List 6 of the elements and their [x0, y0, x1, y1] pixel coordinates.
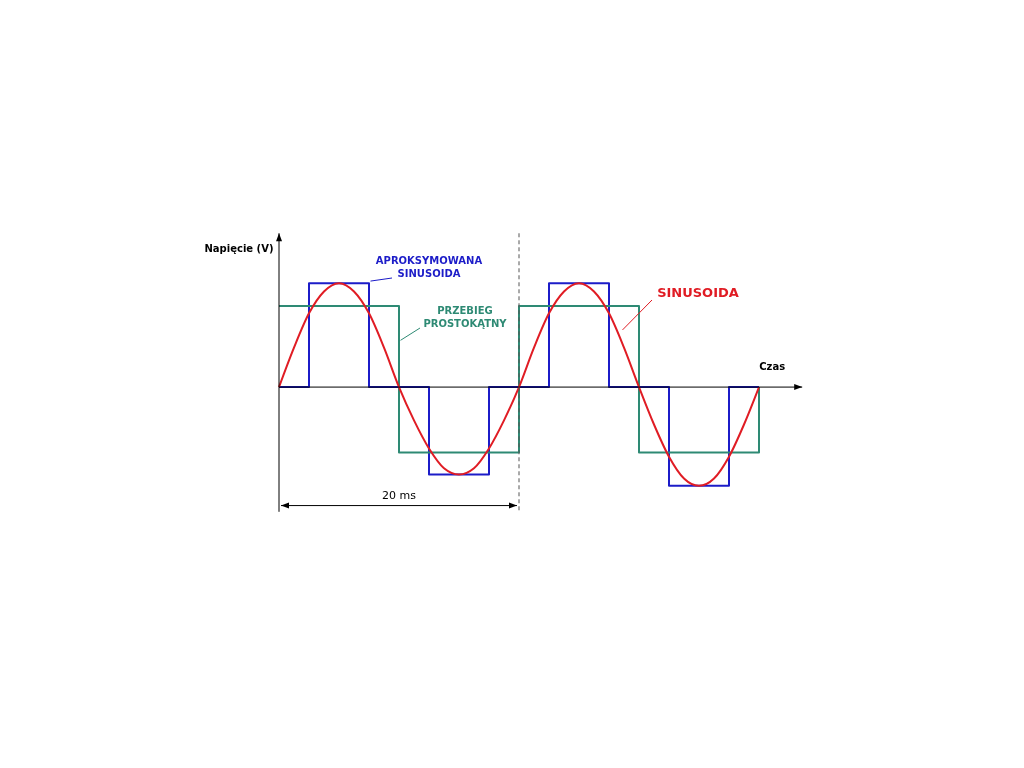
text: SINUSOIDA [656, 285, 740, 302]
x-axis-title: Czas [758, 361, 787, 373]
text: 20 ms [381, 488, 417, 502]
y-axis-title: Napięcie (V) [204, 243, 274, 255]
series-label: PRZEBIEG PROSTOKĄTNY [422, 304, 508, 330]
series-label: APROKSYMOWANA SINUSOIDA [374, 254, 484, 280]
